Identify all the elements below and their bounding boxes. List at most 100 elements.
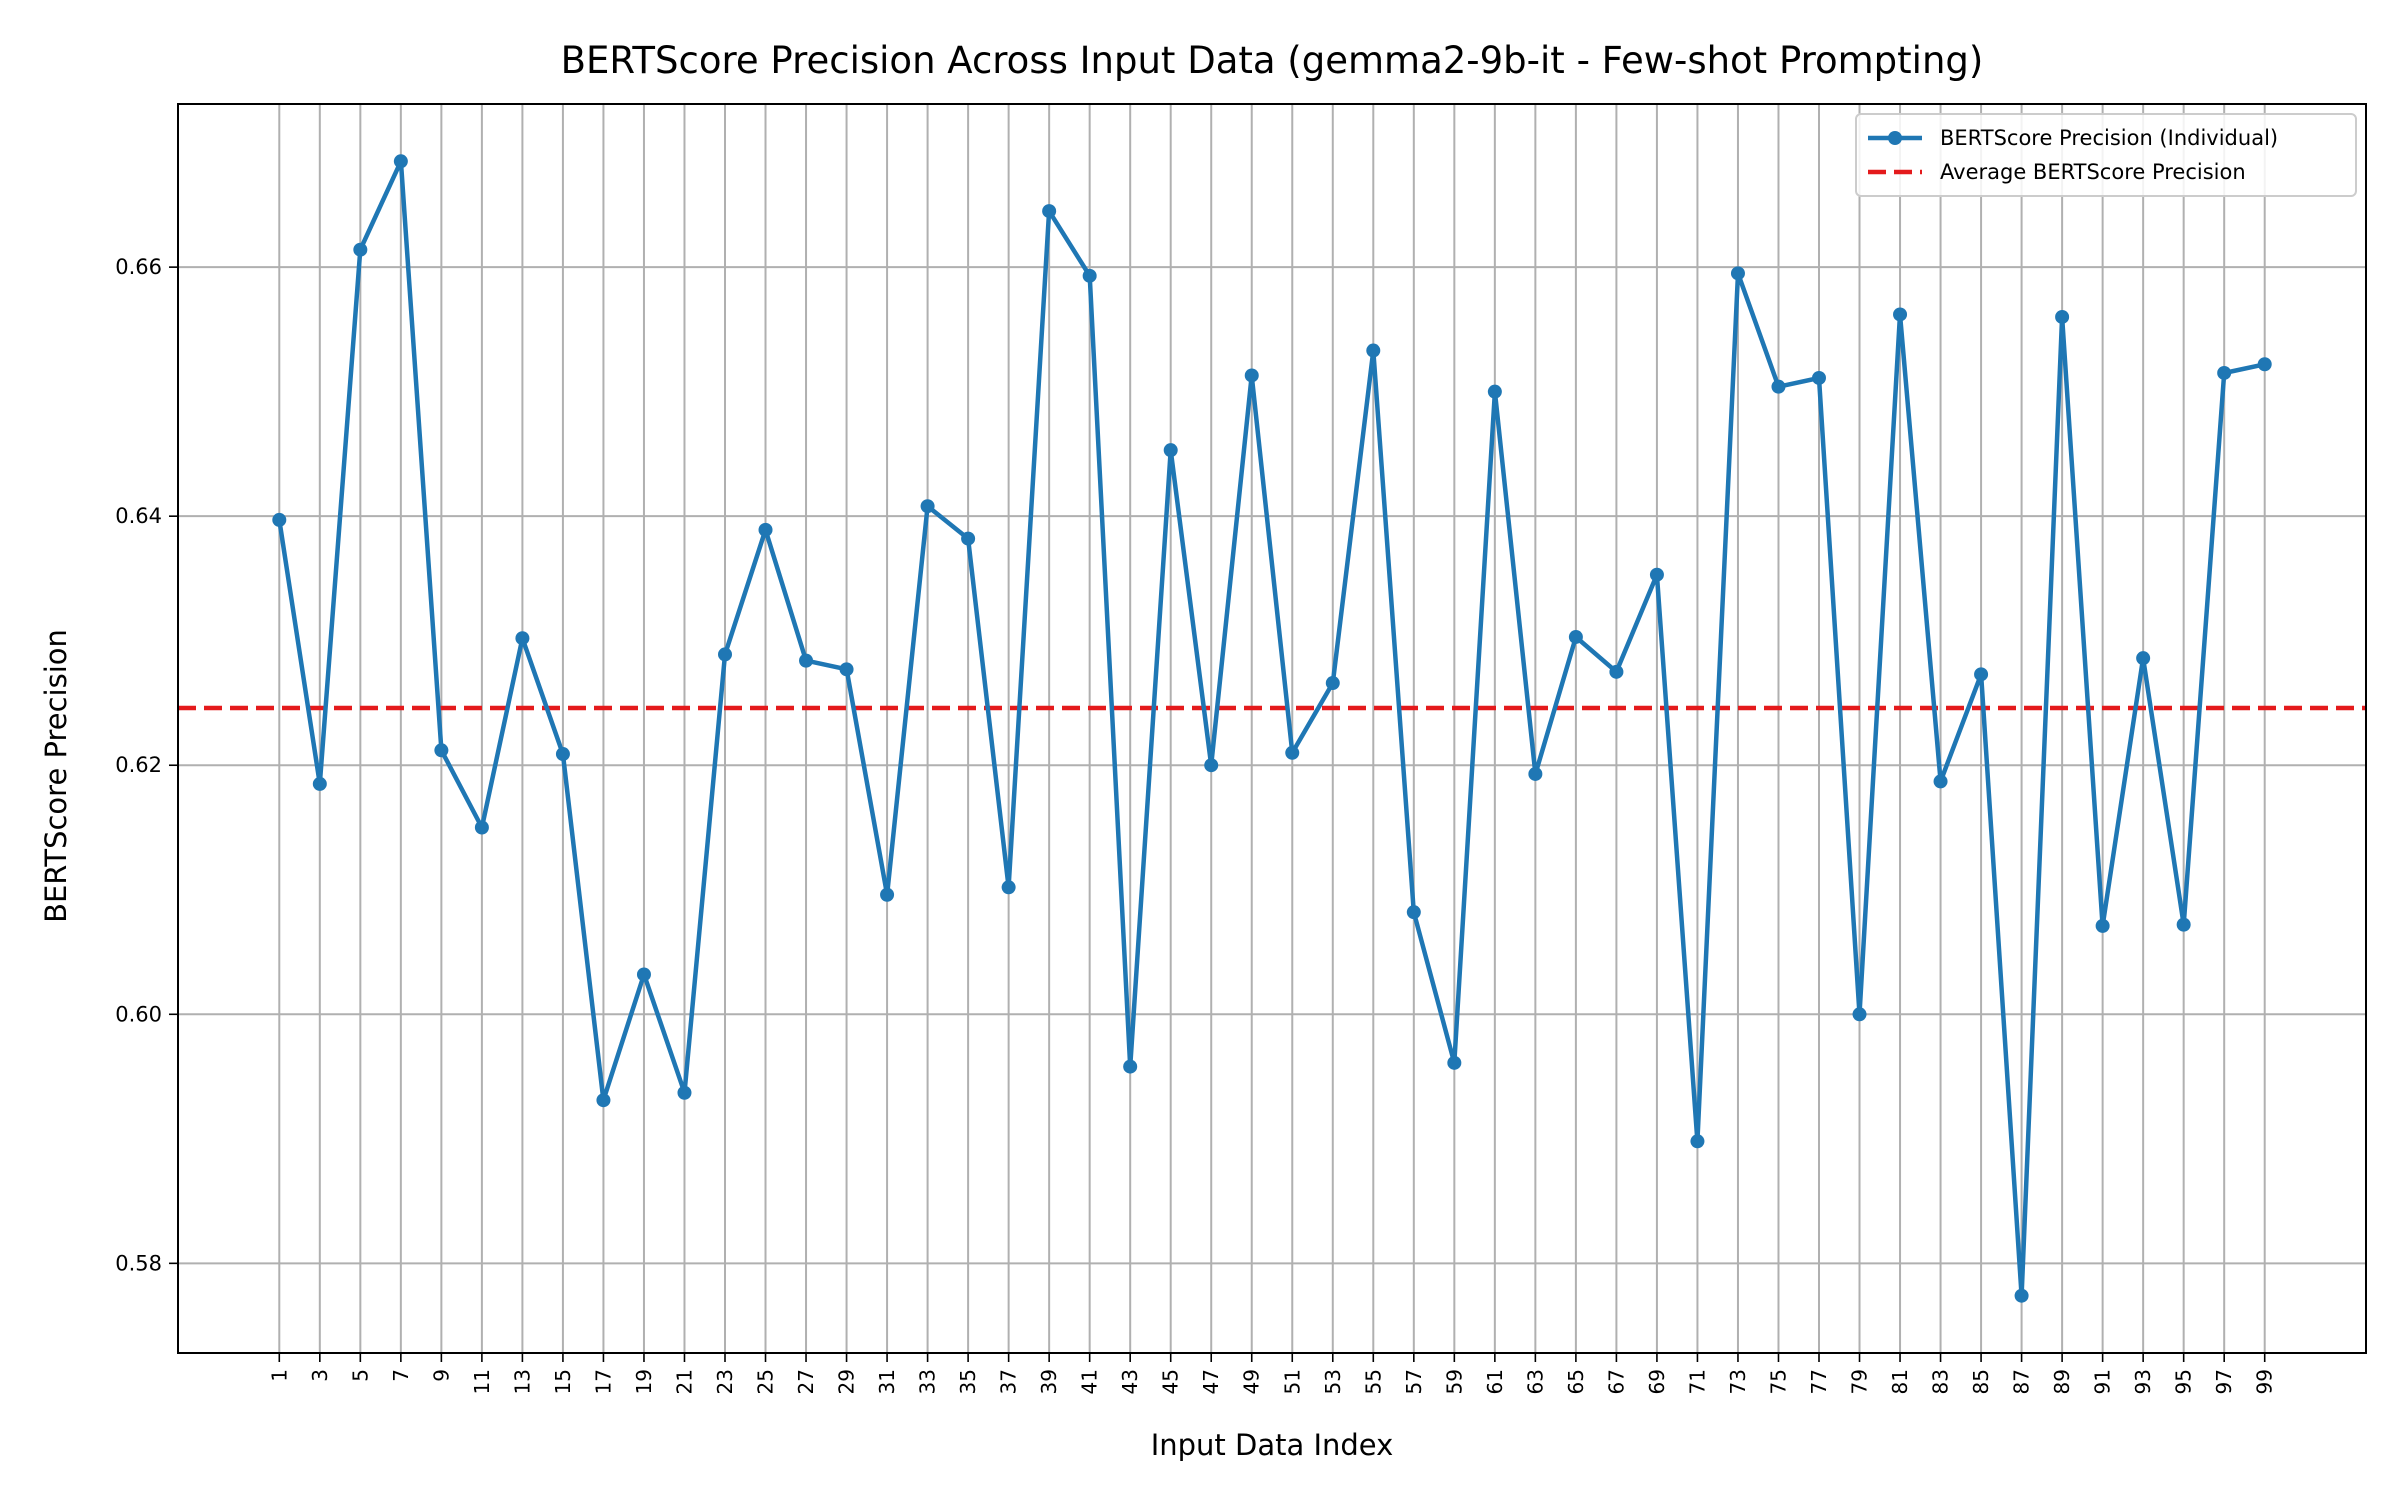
- x-tick-label: 77: [1807, 1369, 1831, 1394]
- x-tick-label: 53: [1321, 1369, 1345, 1394]
- data-point: [2095, 918, 2110, 933]
- x-tick-label: 95: [2172, 1369, 2196, 1394]
- x-axis-label: Input Data Index: [1151, 1428, 1394, 1462]
- x-tick-label: 67: [1604, 1369, 1628, 1394]
- data-point: [880, 887, 895, 902]
- x-tick-label: 45: [1159, 1369, 1183, 1394]
- x-tick-label: 5: [348, 1369, 372, 1382]
- x-tick-label: 51: [1280, 1369, 1304, 1394]
- x-tick-label: 79: [1848, 1369, 1872, 1394]
- series-line-individual: [277, 159, 2266, 1298]
- plot-area-frame: [177, 103, 2367, 1354]
- x-tick-label: 25: [754, 1369, 778, 1394]
- x-tick-label: 47: [1199, 1369, 1223, 1394]
- data-point: [799, 653, 814, 668]
- x-tick-label: 73: [1726, 1369, 1750, 1394]
- data-point: [1568, 629, 1583, 644]
- x-tick-label: 85: [1969, 1369, 1993, 1394]
- x-tick-label: 91: [2091, 1369, 2115, 1394]
- x-tick-label: 23: [713, 1369, 737, 1394]
- data-point: [961, 531, 976, 546]
- x-tick-label: 7: [389, 1369, 413, 1382]
- data-point: [2136, 651, 2151, 666]
- data-point: [1528, 766, 1543, 781]
- x-tick-label: 1: [267, 1369, 291, 1382]
- y-tick-label: 0.64: [115, 504, 162, 528]
- data-point: [1406, 905, 1421, 920]
- x-tick-label: 29: [835, 1369, 859, 1394]
- x-tick-label: 19: [632, 1369, 656, 1394]
- data-point: [555, 747, 570, 762]
- data-point: [596, 1093, 611, 1108]
- data-point: [2217, 365, 2232, 380]
- data-point: [1609, 664, 1624, 679]
- x-tick-label: 71: [1685, 1369, 1709, 1394]
- x-tick-label: 31: [875, 1369, 899, 1394]
- x-tick-label: 65: [1564, 1369, 1588, 1394]
- data-point: [1974, 667, 1989, 682]
- data-point: [1325, 676, 1340, 691]
- data-point: [2055, 309, 2070, 324]
- data-point: [474, 820, 489, 835]
- y-axis-label: BERTScore Precision: [39, 629, 73, 923]
- data-point: [920, 499, 935, 514]
- x-tick-label: 61: [1483, 1369, 1507, 1394]
- data-point: [434, 743, 449, 758]
- data-point: [718, 647, 732, 662]
- data-point: [677, 1085, 692, 1100]
- data-point: [393, 154, 408, 169]
- y-tick-label: 0.60: [115, 1002, 162, 1026]
- x-tick-label: 93: [2131, 1369, 2155, 1394]
- data-point: [1730, 266, 1745, 281]
- x-tick-label: 33: [916, 1369, 940, 1394]
- x-tick-label: 63: [1523, 1369, 1547, 1394]
- x-tick-label: 17: [591, 1369, 615, 1394]
- x-tick-label: 27: [794, 1369, 818, 1394]
- data-point: [1042, 204, 1057, 219]
- x-tick-label: 59: [1442, 1369, 1466, 1394]
- chart-title: BERTScore Precision Across Input Data (g…: [561, 39, 1984, 82]
- data-point: [1163, 443, 1178, 458]
- x-tick-label: 39: [1037, 1369, 1061, 1394]
- y-tick-label: 0.66: [115, 255, 162, 279]
- data-point: [272, 512, 287, 527]
- data-point: [1001, 880, 1016, 895]
- legend-marker-individual: [1888, 131, 1902, 145]
- x-tick-label: 41: [1078, 1369, 1102, 1394]
- x-tick-label: 11: [470, 1369, 494, 1394]
- data-point: [1366, 343, 1381, 358]
- x-tick-label: 87: [2010, 1369, 2034, 1394]
- x-tick-label: 13: [510, 1369, 534, 1394]
- x-tick-label: 43: [1118, 1369, 1142, 1394]
- x-tick-label: 89: [2050, 1369, 2074, 1394]
- data-point: [515, 631, 530, 646]
- data-point: [1812, 370, 1826, 385]
- x-tick-label: 55: [1361, 1369, 1385, 1394]
- x-tick-label: 49: [1240, 1369, 1264, 1394]
- data-point: [1285, 745, 1300, 760]
- x-tick-label: 57: [1402, 1369, 1426, 1394]
- data-point: [353, 242, 368, 257]
- legend-label-average: Average BERTScore Precision: [1940, 160, 2246, 184]
- x-tick-label: 37: [997, 1369, 1021, 1394]
- data-point: [839, 662, 854, 677]
- data-point: [2176, 917, 2191, 932]
- data-point: [1690, 1134, 1705, 1149]
- y-tick-label: 0.62: [115, 753, 162, 777]
- legend-box: [1855, 113, 2357, 197]
- data-point: [1771, 379, 1786, 394]
- x-tick-label: 15: [551, 1369, 575, 1394]
- data-point: [1893, 307, 1908, 322]
- x-tick-label: 97: [2212, 1369, 2236, 1394]
- data-point: [1487, 384, 1502, 399]
- series: [178, 154, 2366, 1303]
- data-point: [1123, 1059, 1138, 1074]
- x-tick-label: 3: [308, 1369, 332, 1382]
- axis-ticks: 1 3 5 7 9 11 13 15 17 19 21 23 25 27 29 31 33 35 37 39 41 43 4…: [115, 255, 2276, 1394]
- data-point: [2014, 1288, 2029, 1303]
- x-tick-label: 75: [1766, 1369, 1790, 1394]
- data-point: [2257, 357, 2272, 372]
- data-point: [1244, 368, 1259, 383]
- x-tick-label: 69: [1645, 1369, 1669, 1394]
